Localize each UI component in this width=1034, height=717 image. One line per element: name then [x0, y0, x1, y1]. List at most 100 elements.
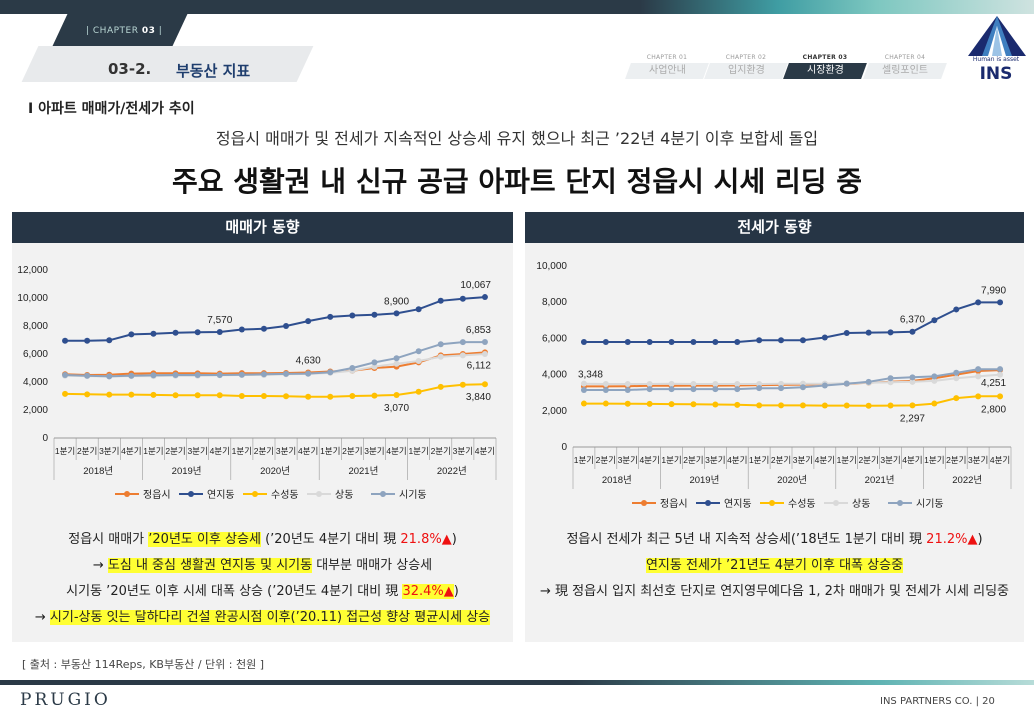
data-point-수성동	[216, 392, 223, 399]
data-point-상동	[602, 381, 609, 388]
nav-chapter-02[interactable]: CHAPTER 02 입지환경	[704, 54, 788, 82]
legend-marker	[252, 491, 258, 497]
data-point-상동	[953, 375, 960, 382]
data-point-연지동	[393, 310, 400, 317]
data-point-연지동	[909, 328, 916, 335]
y-tick-label: 6,000	[542, 333, 567, 344]
data-point-수성동	[172, 392, 179, 399]
nav-chapter-03-label: 시장환경	[806, 65, 844, 76]
legend-marker	[833, 500, 839, 506]
nav-chapter-01[interactable]: CHAPTER 01 사업안내	[625, 54, 709, 82]
data-point-수성동	[734, 401, 741, 408]
jeonse-note-2: 연지동 전세가 ’21년도 4분기 이후 대폭 상승중	[525, 554, 1024, 573]
section-band	[21, 46, 314, 82]
data-point-시기동	[756, 385, 763, 392]
data-point-상동	[646, 381, 653, 388]
x-tick-label: 4분기	[298, 446, 318, 456]
jeonse-note-1-percent: 21.2%▲	[926, 532, 978, 547]
data-point-수성동	[481, 381, 488, 388]
series-line-상동	[583, 373, 1001, 385]
nav-chapter-04-label: 셀링포인트	[882, 65, 928, 76]
x-tick-label: 3분기	[276, 446, 296, 456]
x-tick-label: 4분기	[990, 455, 1010, 465]
series-line-수성동	[584, 395, 1000, 407]
x-group-label: 2020년	[260, 466, 290, 477]
footer: INS PARTNERS CO. | 20	[880, 696, 995, 707]
data-point-상동	[668, 380, 675, 387]
x-tick-label: 4분기	[210, 446, 230, 456]
data-point-수성동	[668, 401, 675, 408]
y-tick-label: 2,000	[23, 405, 48, 416]
legend-marker	[897, 500, 903, 506]
x-tick-label: 3분기	[880, 455, 900, 465]
data-point-시기동	[778, 385, 785, 392]
series-line-수성동	[64, 383, 486, 398]
brand-logo: PRUGIO	[20, 690, 111, 710]
data-point-연지동	[437, 297, 444, 304]
headline-sub: 정읍시 매매가 및 전세가 지속적인 상승세 유지 했으나 최근 ’22년 4분…	[215, 129, 819, 148]
nav-chapter-03-number: CHAPTER 03	[802, 54, 848, 61]
nav-chapter-03[interactable]: CHAPTER 03 시장환경	[783, 54, 867, 82]
data-point-상동	[459, 352, 466, 359]
data-label: 6,112	[467, 360, 492, 371]
x-tick-label: 1분기	[320, 446, 340, 456]
data-point-상동	[690, 381, 697, 388]
x-tick-label: 4분기	[475, 446, 495, 456]
y-tick-label: 2,000	[542, 406, 567, 417]
data-point-시기동	[580, 386, 587, 393]
data-point-시기동	[459, 339, 466, 346]
legend-marker	[124, 491, 130, 497]
x-tick-label: 4분기	[386, 446, 406, 456]
data-point-연지동	[150, 330, 157, 337]
data-point-상동	[931, 377, 938, 384]
data-point-시기동	[668, 386, 675, 393]
data-point-시기동	[371, 359, 378, 366]
chapter-number: 03	[141, 26, 156, 36]
sale-note-4: → 시기-상동 잇는 달하다리 건설 완공시점 이후(’20.11) 접근성 향…	[12, 606, 513, 625]
sale-note-2-c: 대부분 매매가 상승세	[312, 558, 433, 573]
data-point-연지동	[602, 339, 609, 346]
data-point-연지동	[283, 323, 290, 329]
nav-chapter-04-number: CHAPTER 04	[884, 54, 926, 61]
sub-heading: I 아파트 매매가/전세가 추이	[28, 101, 195, 117]
legend-label: 상동	[852, 498, 870, 510]
data-point-시기동	[712, 386, 719, 393]
sale-note-2-a: →	[92, 558, 108, 573]
legend-marker	[641, 500, 647, 506]
data-point-시기동	[602, 386, 609, 393]
data-point-연지동	[668, 339, 675, 346]
x-tick-label: 4분기	[815, 455, 835, 465]
chapter-label: | CHAPTER 03 |	[86, 26, 162, 36]
data-point-연지동	[194, 329, 201, 336]
data-point-상동	[997, 371, 1004, 378]
data-point-연지동	[734, 339, 741, 346]
data-point-연지동	[931, 317, 938, 324]
data-point-수성동	[865, 402, 872, 409]
data-point-연지동	[415, 306, 422, 313]
data-point-수성동	[437, 383, 444, 390]
data-point-연지동	[371, 311, 378, 318]
x-tick-label: 2분기	[771, 455, 791, 465]
data-point-연지동	[216, 329, 223, 336]
series-line-시기동	[64, 341, 485, 378]
data-point-연지동	[821, 334, 828, 341]
y-tick-label: 6,000	[23, 349, 48, 360]
data-point-시기동	[260, 371, 267, 378]
data-point-연지동	[172, 329, 179, 336]
data-point-연지동	[953, 306, 960, 313]
legend-label: 수성동	[271, 489, 299, 501]
sale-note-2-highlight: 도심 내 중심 생활권 연지동 및 시기동	[107, 558, 313, 573]
series-line-정읍시	[64, 351, 486, 377]
data-point-시기동	[887, 375, 894, 382]
data-label: 3,070	[384, 403, 409, 414]
legend-label: 정읍시	[660, 498, 688, 510]
x-group-label: 2018년	[602, 475, 632, 486]
data-point-시기동	[238, 371, 245, 378]
nav-chapter-04[interactable]: CHAPTER 04 셀링포인트	[863, 54, 947, 82]
legend-label: 정읍시	[143, 489, 171, 501]
footer-company: INS PARTNERS CO.	[880, 696, 973, 707]
data-point-시기동	[84, 372, 91, 379]
data-point-수성동	[843, 402, 850, 409]
x-tick-label: 2분기	[254, 446, 274, 456]
data-point-수성동	[305, 393, 312, 400]
